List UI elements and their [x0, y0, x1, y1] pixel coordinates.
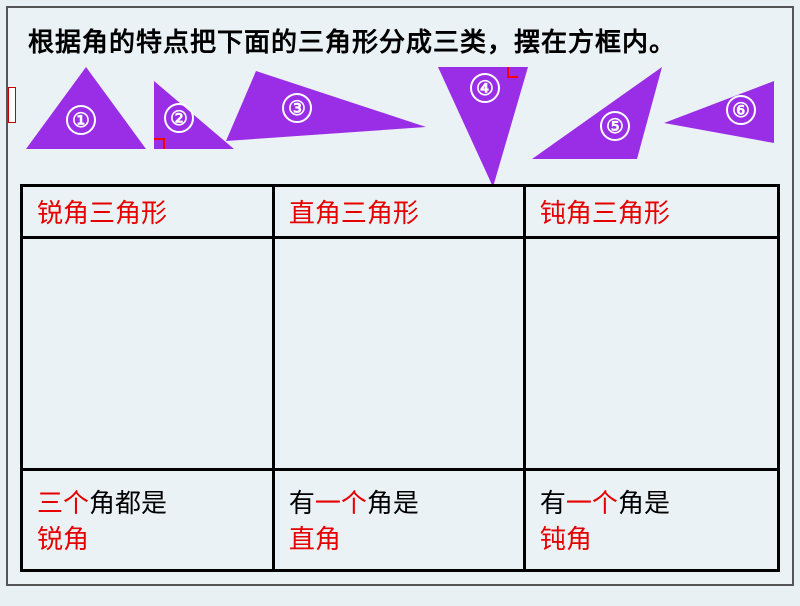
desc-right: 有一个角是直角	[275, 471, 526, 571]
triangle-5[interactable]: ⑤	[532, 67, 662, 159]
triangle-label-1: ①	[66, 105, 96, 135]
triangle-1[interactable]: ①	[26, 67, 146, 149]
triangle-label-2: ②	[164, 103, 194, 133]
triangle-label-3: ③	[282, 93, 312, 123]
triangle-label-6: ⑥	[726, 95, 756, 125]
table-body-row	[23, 239, 777, 471]
desc-acute: 三个角都是锐角	[23, 471, 275, 571]
triangles-row: ① ② ③ ④ ⑤ ⑥	[8, 67, 792, 167]
triangle-shape-3	[226, 71, 426, 141]
classification-table: 锐角三角形 直角三角形 钝角三角形 三个角都是锐角 有一个角是直角 有一个角是钝…	[20, 184, 780, 572]
table-footer-row: 三个角都是锐角 有一个角是直角 有一个角是钝角	[23, 471, 777, 571]
table-header-row: 锐角三角形 直角三角形 钝角三角形	[23, 187, 777, 239]
desc-obtuse: 有一个角是钝角	[526, 471, 777, 571]
header-obtuse: 钝角三角形	[526, 187, 777, 236]
page-stub	[8, 87, 16, 123]
drop-zone-acute[interactable]	[23, 239, 275, 468]
triangle-6[interactable]: ⑥	[664, 81, 774, 143]
triangle-4[interactable]: ④	[438, 67, 528, 187]
triangle-shape-5	[532, 67, 662, 159]
instruction-title: 根据角的特点把下面的三角形分成三类，摆在方框内。	[8, 8, 792, 67]
triangle-2[interactable]: ②	[154, 81, 234, 149]
drop-zone-obtuse[interactable]	[526, 239, 777, 468]
header-right: 直角三角形	[275, 187, 526, 236]
triangle-label-4: ④	[470, 73, 500, 103]
triangle-3[interactable]: ③	[226, 71, 426, 141]
worksheet-container: 根据角的特点把下面的三角形分成三类，摆在方框内。 ① ② ③ ④ ⑤	[6, 6, 794, 586]
drop-zone-right[interactable]	[275, 239, 526, 468]
triangle-shape-6	[664, 81, 774, 143]
triangle-label-5: ⑤	[600, 111, 630, 141]
header-acute: 锐角三角形	[23, 187, 275, 236]
